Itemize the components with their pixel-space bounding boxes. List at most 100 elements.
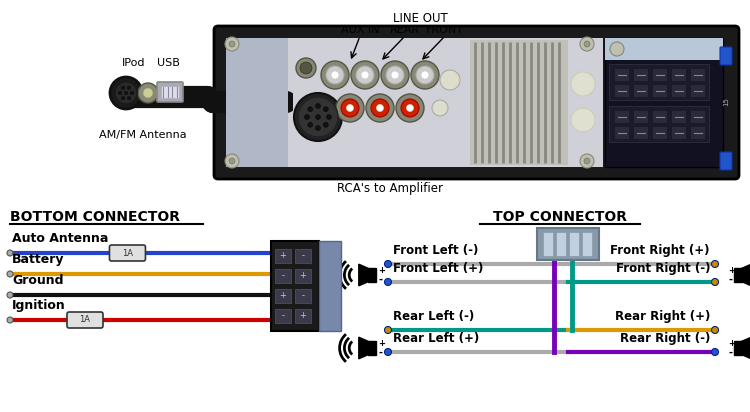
FancyBboxPatch shape — [582, 232, 592, 256]
Text: +: + — [379, 339, 386, 348]
Text: +: + — [728, 266, 736, 275]
FancyBboxPatch shape — [691, 85, 705, 97]
Text: Ignition: Ignition — [12, 299, 66, 312]
Text: -: - — [302, 251, 304, 260]
FancyBboxPatch shape — [368, 342, 376, 355]
Text: +: + — [280, 251, 286, 260]
FancyBboxPatch shape — [368, 268, 376, 281]
Circle shape — [351, 61, 379, 89]
Circle shape — [115, 82, 137, 104]
Circle shape — [366, 94, 394, 122]
FancyBboxPatch shape — [734, 342, 742, 355]
Text: 1A: 1A — [80, 316, 91, 325]
FancyBboxPatch shape — [275, 289, 291, 303]
Circle shape — [712, 279, 718, 286]
Text: +: + — [379, 266, 386, 275]
FancyBboxPatch shape — [569, 232, 579, 256]
FancyBboxPatch shape — [609, 106, 709, 142]
Circle shape — [229, 158, 235, 164]
FancyBboxPatch shape — [295, 289, 311, 303]
FancyBboxPatch shape — [605, 38, 723, 60]
FancyBboxPatch shape — [653, 85, 667, 97]
Text: +: + — [728, 339, 736, 348]
Circle shape — [386, 66, 404, 84]
Text: BOTTOM CONNECTOR: BOTTOM CONNECTOR — [10, 210, 180, 224]
Circle shape — [406, 105, 413, 112]
Circle shape — [308, 122, 313, 127]
FancyBboxPatch shape — [609, 64, 709, 100]
Circle shape — [584, 41, 590, 47]
Circle shape — [124, 91, 128, 95]
FancyBboxPatch shape — [275, 249, 291, 263]
Circle shape — [7, 271, 13, 277]
Circle shape — [580, 37, 594, 51]
Circle shape — [130, 91, 134, 95]
FancyBboxPatch shape — [293, 38, 528, 167]
FancyBboxPatch shape — [275, 309, 291, 323]
Circle shape — [300, 62, 312, 74]
FancyBboxPatch shape — [110, 245, 146, 261]
Circle shape — [331, 71, 339, 79]
FancyBboxPatch shape — [556, 232, 566, 256]
Text: Rear Left (-): Rear Left (-) — [393, 310, 474, 323]
Circle shape — [381, 61, 409, 89]
FancyBboxPatch shape — [226, 38, 288, 167]
Circle shape — [440, 70, 460, 90]
Text: +: + — [280, 292, 286, 300]
Circle shape — [421, 71, 429, 79]
Text: Rear Right (-): Rear Right (-) — [620, 332, 710, 345]
Polygon shape — [358, 264, 368, 286]
FancyBboxPatch shape — [615, 85, 629, 97]
Circle shape — [571, 108, 595, 132]
Circle shape — [323, 122, 328, 127]
Circle shape — [416, 66, 434, 84]
FancyBboxPatch shape — [214, 26, 739, 179]
Circle shape — [346, 105, 353, 112]
Circle shape — [308, 107, 313, 112]
Circle shape — [110, 77, 142, 109]
FancyBboxPatch shape — [470, 40, 568, 165]
Circle shape — [385, 326, 392, 333]
Text: Front Left (-): Front Left (-) — [393, 244, 478, 257]
Circle shape — [376, 105, 383, 112]
Circle shape — [138, 83, 158, 103]
Circle shape — [580, 154, 594, 168]
Circle shape — [385, 279, 392, 286]
Circle shape — [336, 94, 364, 122]
Circle shape — [385, 260, 392, 267]
FancyBboxPatch shape — [691, 127, 705, 139]
Circle shape — [371, 99, 389, 117]
Circle shape — [316, 103, 320, 108]
Text: -: - — [281, 311, 284, 321]
Text: Rear Left (+): Rear Left (+) — [393, 332, 479, 345]
FancyBboxPatch shape — [634, 85, 648, 97]
Text: +: + — [299, 311, 307, 321]
Text: 15: 15 — [723, 98, 729, 106]
Circle shape — [341, 99, 359, 117]
FancyBboxPatch shape — [672, 69, 686, 81]
Circle shape — [712, 326, 718, 333]
Text: Front Right (-): Front Right (-) — [616, 262, 710, 275]
Circle shape — [304, 115, 310, 119]
Circle shape — [712, 349, 718, 356]
Circle shape — [7, 292, 13, 298]
Circle shape — [385, 349, 392, 356]
Circle shape — [229, 41, 235, 47]
Text: +: + — [299, 272, 307, 281]
Text: USB: USB — [157, 58, 179, 68]
Text: AM/FM Antenna: AM/FM Antenna — [99, 130, 187, 140]
Text: Ground: Ground — [12, 274, 64, 287]
Circle shape — [122, 96, 124, 100]
FancyBboxPatch shape — [295, 249, 311, 263]
Circle shape — [225, 154, 239, 168]
FancyBboxPatch shape — [720, 152, 732, 170]
FancyBboxPatch shape — [653, 69, 667, 81]
FancyBboxPatch shape — [720, 47, 732, 65]
Text: IPod: IPod — [122, 58, 146, 68]
FancyBboxPatch shape — [615, 111, 629, 123]
Polygon shape — [742, 264, 750, 286]
FancyBboxPatch shape — [275, 269, 291, 283]
FancyBboxPatch shape — [226, 38, 603, 167]
Text: 1A: 1A — [122, 248, 133, 258]
Circle shape — [316, 115, 320, 119]
